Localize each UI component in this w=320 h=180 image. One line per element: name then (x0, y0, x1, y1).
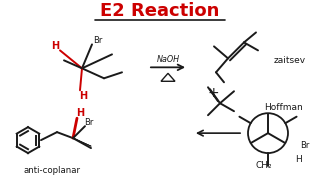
Text: CH₂: CH₂ (256, 161, 272, 170)
Text: Hoffman: Hoffman (264, 103, 303, 112)
Text: H: H (79, 91, 87, 101)
Text: H: H (76, 108, 84, 118)
Text: H: H (295, 155, 301, 164)
Text: Br: Br (84, 118, 94, 127)
Text: Br: Br (93, 36, 103, 45)
Text: E2 Reaction: E2 Reaction (100, 3, 220, 21)
Text: H: H (51, 41, 59, 51)
Text: NaOH: NaOH (156, 55, 180, 64)
Text: +: + (207, 86, 219, 100)
Text: Br: Br (300, 141, 310, 150)
Text: zaitsev: zaitsev (274, 56, 306, 65)
Text: anti-coplanar: anti-coplanar (23, 166, 81, 175)
